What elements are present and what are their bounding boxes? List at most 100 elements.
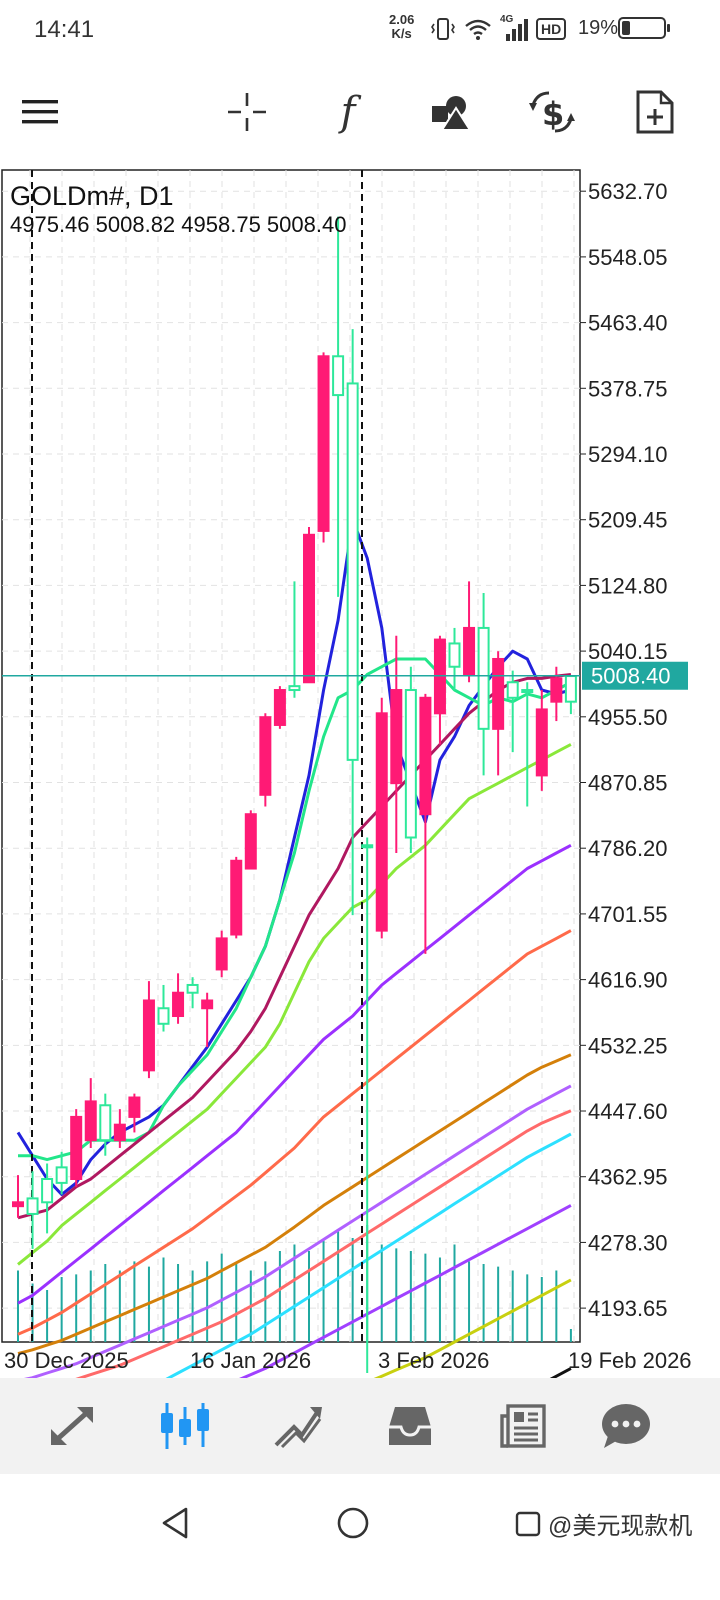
vibrate-icon [431, 18, 455, 40]
price-axis-label: 5548.05 [588, 245, 668, 270]
nav-chart[interactable] [149, 1378, 221, 1474]
candle-bear [201, 999, 214, 1010]
objects-button[interactable] [418, 72, 482, 152]
quotes-icon [51, 1407, 93, 1445]
moving-average-line [17, 743, 572, 1266]
indicators-button[interactable]: f [316, 72, 380, 152]
date-axis-label: 30 Dec 2025 [4, 1348, 129, 1373]
back-icon [162, 1507, 188, 1539]
chart-icon [161, 1403, 209, 1449]
candle-bear [230, 859, 243, 936]
price-axis-label: 5040.15 [588, 639, 668, 664]
price-axis-label: 4193.65 [588, 1296, 668, 1321]
candle-bear [419, 696, 432, 816]
candle-bear [375, 712, 388, 932]
candle-bear [273, 689, 286, 726]
signal-icon: 4G [500, 14, 528, 42]
candle-bear [70, 1115, 83, 1181]
moving-average-line [17, 1053, 572, 1356]
hd-icon: HD [536, 18, 567, 40]
candle-bull [288, 685, 301, 692]
price-axis-label: 4786.20 [588, 836, 668, 861]
date-axis-label: 3 Feb 2026 [378, 1348, 489, 1373]
candle-bear [390, 689, 403, 785]
watermark: @美元现款机 [514, 1506, 692, 1541]
symbol-title: GOLDm#, D1 [10, 181, 174, 211]
price-axis-label: 5632.70 [588, 179, 668, 204]
new-order-button[interactable] [623, 72, 687, 152]
candle-bull [55, 1166, 68, 1184]
home-icon [337, 1507, 369, 1539]
trade-icon [274, 1407, 322, 1449]
price-axis-label: 4955.50 [588, 705, 668, 730]
bottom-nav [0, 1378, 720, 1474]
candle-bear [142, 999, 155, 1072]
nav-news[interactable] [487, 1378, 559, 1474]
candle-bull [506, 681, 519, 699]
nav-trade[interactable] [262, 1378, 334, 1474]
price-axis-label: 4701.55 [588, 902, 668, 927]
history-icon [389, 1407, 431, 1445]
network-rate: 2.06 K/s [389, 13, 414, 41]
wifi-icon [465, 19, 491, 40]
price-axis-label: 5463.40 [588, 311, 668, 336]
news-icon [500, 1404, 546, 1448]
new-order-icon [636, 90, 674, 134]
symbol-dollar-icon: $ [529, 91, 575, 133]
nav-history[interactable] [374, 1378, 446, 1474]
price-axis-label: 4447.60 [588, 1099, 668, 1124]
chat-icon [602, 1404, 650, 1448]
candle-bull [404, 689, 417, 839]
nav-quotes[interactable] [36, 1378, 108, 1474]
moving-average-line [23, 1084, 572, 1378]
system-back-button[interactable] [150, 1498, 200, 1548]
recents-icon [515, 1511, 541, 1536]
system-home-button[interactable] [328, 1498, 378, 1548]
price-chart[interactable]: 5632.70 5548.05 5463.40 5378.75 5294.10 5209.… [0, 168, 720, 1378]
menu-icon [22, 100, 58, 124]
battery-fill [622, 21, 630, 35]
candle-bear [215, 937, 228, 971]
nav-chat[interactable] [590, 1378, 662, 1474]
candle-bear [84, 1100, 97, 1142]
signal-label: 4G [500, 14, 514, 25]
candle-bull [477, 626, 490, 730]
menu-button[interactable] [8, 72, 72, 152]
system-nav-bar [0, 1474, 720, 1600]
candle-bull [99, 1104, 112, 1142]
candle-bear [463, 626, 476, 676]
moving-average-line [239, 1204, 572, 1378]
candle-bull [564, 675, 577, 703]
status-bar: 14:41 2.06 K/s 4G HD 19% [0, 0, 720, 60]
candle-bear [113, 1123, 126, 1142]
network-rate-unit: K/s [391, 26, 412, 41]
price-axis-label: 4870.85 [588, 771, 668, 796]
candle-bear [303, 533, 315, 684]
candle-bull [332, 355, 345, 397]
candle-bear [317, 355, 330, 532]
price-axis-label: 5209.45 [588, 508, 668, 533]
candle-bear [128, 1096, 141, 1118]
network-rate-value: 2.06 [389, 12, 415, 27]
crosshair-button[interactable] [215, 72, 279, 152]
price-axis-label: 5378.75 [588, 376, 668, 401]
candle-bear [244, 813, 257, 870]
price-axis-label: 5294.10 [588, 442, 668, 467]
crosshair-icon [228, 93, 266, 131]
candle-bear [550, 677, 563, 703]
status-icons: 4G HD [430, 14, 567, 44]
moving-average-line [75, 1109, 572, 1378]
candle-bull [346, 382, 359, 761]
candle-bull [157, 1007, 170, 1025]
battery-icon [618, 17, 670, 39]
symbol-button[interactable]: $ [520, 72, 584, 152]
moving-average-line [373, 1278, 572, 1378]
chart-canvas[interactable]: 5632.70 5548.05 5463.40 5378.75 5294.10 5209.… [0, 168, 720, 1378]
candle-bull [186, 983, 199, 994]
candle-bear [492, 657, 505, 730]
plot-frame [1, 169, 581, 1343]
price-axis-label: 4532.25 [588, 1033, 668, 1058]
current-price-label: 5008.40 [591, 664, 671, 689]
watermark-text: @美元现款机 [548, 1513, 693, 1540]
candle-bear [535, 708, 548, 777]
